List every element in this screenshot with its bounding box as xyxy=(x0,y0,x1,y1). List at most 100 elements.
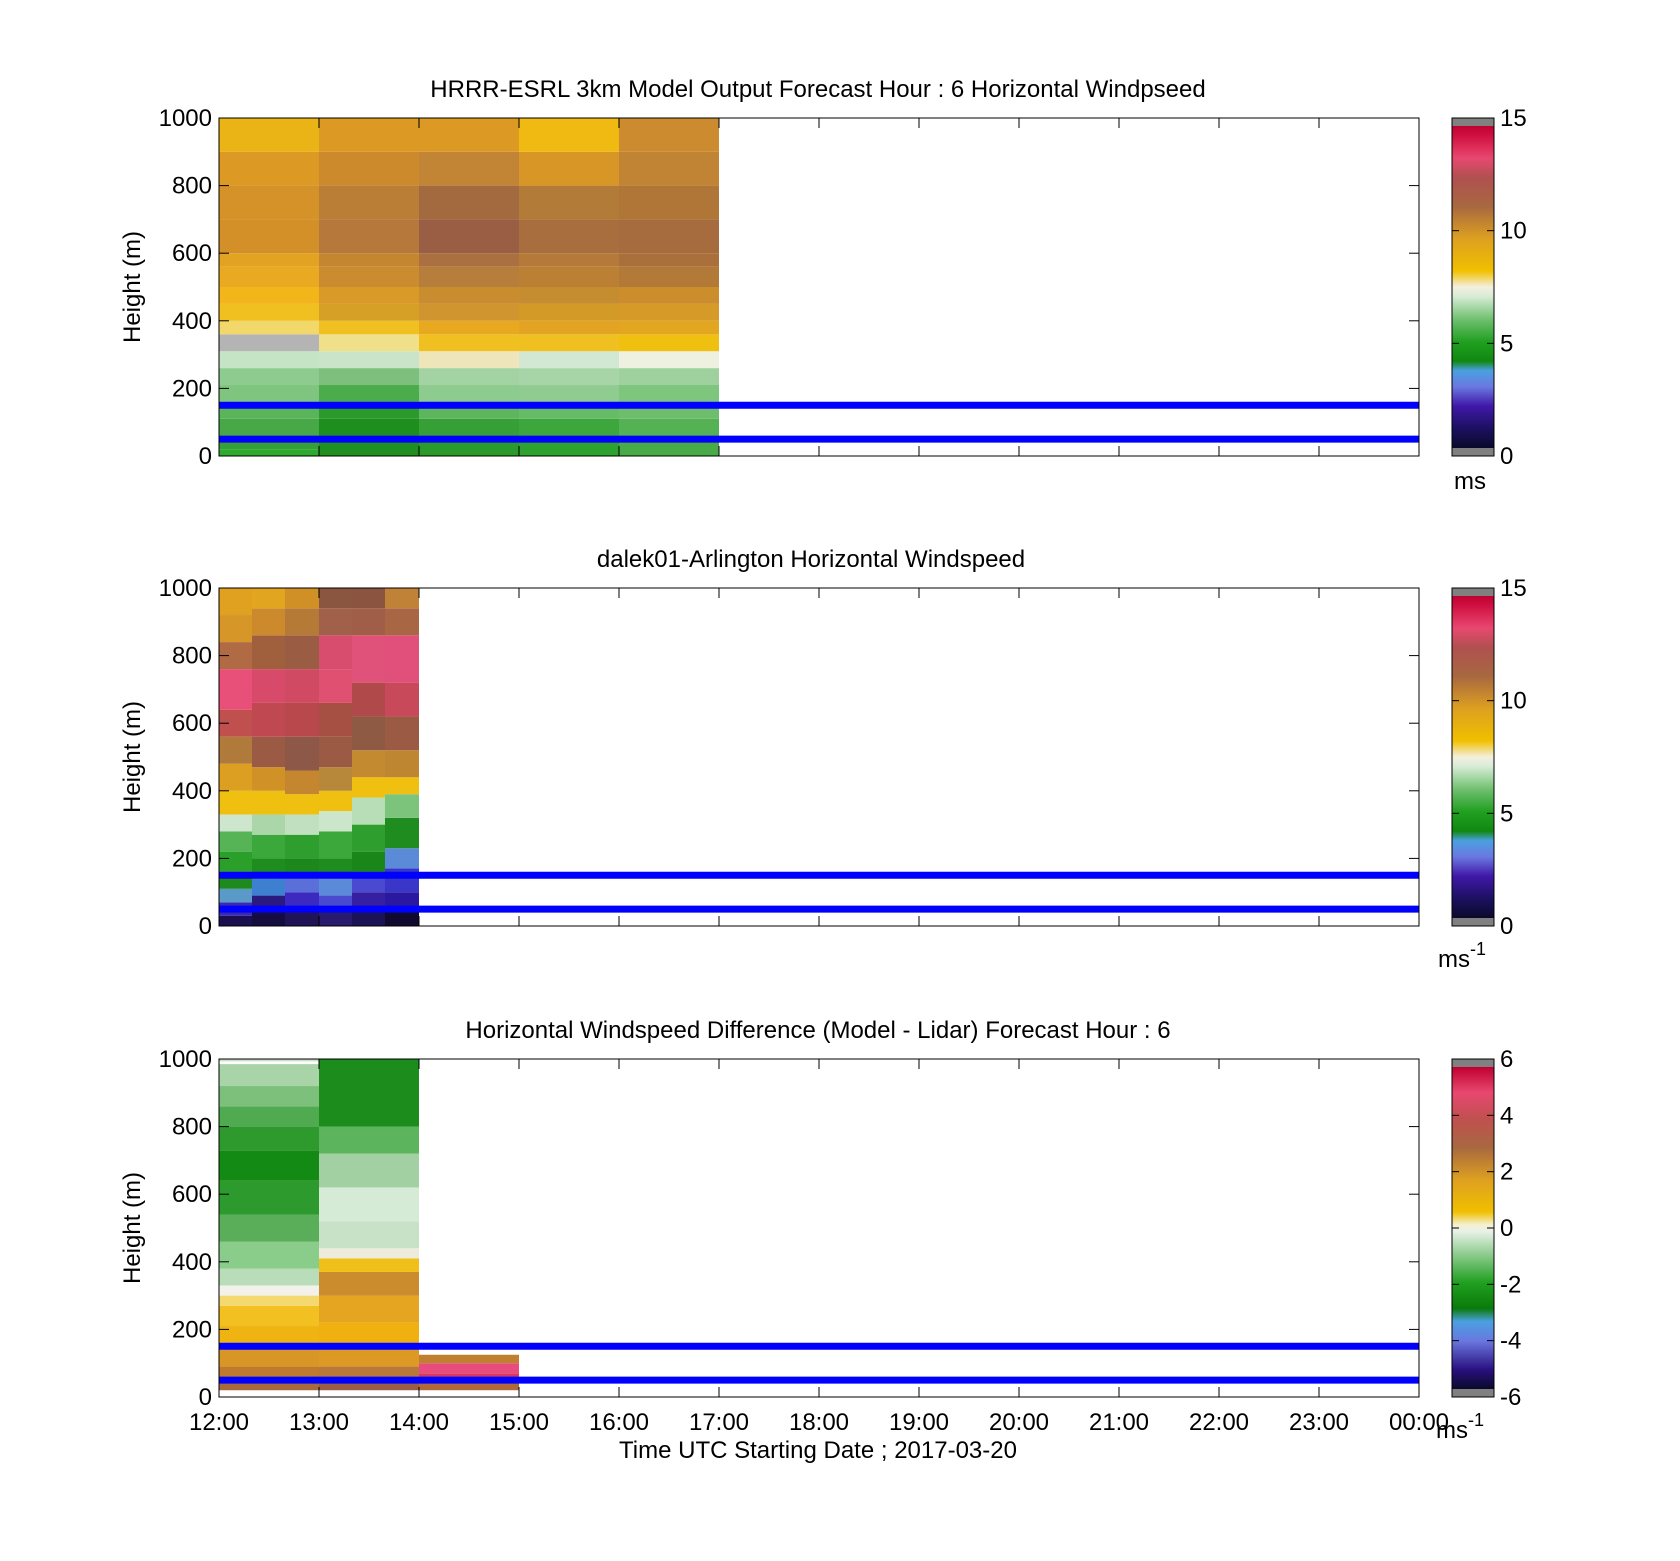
heatmap-cell xyxy=(219,334,319,352)
heatmap-cell xyxy=(385,588,419,609)
heatmap-cell xyxy=(219,1326,319,1347)
heatmap-cell xyxy=(319,1059,419,1127)
heatmap-cell xyxy=(385,848,419,869)
heatmap-cell xyxy=(319,1258,419,1272)
heatmap-cell xyxy=(352,851,385,872)
heatmap-cell xyxy=(419,418,519,436)
heatmap-cell xyxy=(385,750,419,778)
heatmap-cell xyxy=(319,767,352,791)
y-tick-label: 600 xyxy=(172,240,212,267)
heatmap-cell xyxy=(319,736,352,768)
colorbar-frame xyxy=(1451,117,1495,457)
heatmap-cell xyxy=(319,368,419,386)
heatmap-cell xyxy=(219,1106,319,1127)
colorbar-unit: ms-1 xyxy=(1436,1410,1484,1444)
heatmap-cell xyxy=(419,287,519,304)
colorbar-tick-label: -6 xyxy=(1500,1384,1521,1411)
colorbar: 0 5 10 15 xyxy=(1451,575,1527,940)
heatmap-cell xyxy=(319,418,419,436)
heatmap-cell xyxy=(219,253,319,267)
heatmap-cell xyxy=(385,777,419,795)
heatmap-cell xyxy=(219,1346,319,1367)
heatmap-cell xyxy=(285,770,319,795)
heatmap-cell xyxy=(319,635,352,670)
heatmap-cell xyxy=(519,320,619,335)
heatmap-cell xyxy=(252,669,285,703)
heatmap-cell xyxy=(619,266,719,287)
y-tick-label: 200 xyxy=(172,845,212,872)
heatmap-cell xyxy=(385,817,419,849)
heatmap-cell xyxy=(319,1271,419,1296)
heatmap-cell xyxy=(252,834,285,859)
x-tick-labels: 12:00 13:00 14:00 15:00 16:00 17:00 18:00 19:00… xyxy=(189,1409,1449,1436)
colorbar-tick-label: 10 xyxy=(1500,218,1527,245)
heatmap-cell xyxy=(319,1380,419,1391)
heatmap-cell xyxy=(319,1221,419,1249)
heatmap-cell xyxy=(285,736,319,771)
heatmap-cell xyxy=(419,1381,519,1391)
heatmap-cell xyxy=(219,1126,319,1151)
heatmap-cell xyxy=(285,588,319,609)
heatmap-cell xyxy=(419,151,519,186)
x-axis xyxy=(218,118,1420,456)
heatmap-cell xyxy=(519,118,619,152)
colorbar-unit: ms xyxy=(1454,468,1486,495)
heatmap-cell xyxy=(252,736,285,768)
x-tick-label: 19:00 xyxy=(889,1409,949,1436)
heatmap-cell xyxy=(319,118,419,152)
colorbar-tick-label: 10 xyxy=(1500,688,1527,715)
y-tick-label: 800 xyxy=(172,643,212,670)
heatmap-cell xyxy=(319,151,419,186)
panel-lidar: dalek01-Arlington Horizontal Windspeed 0… xyxy=(119,546,1527,973)
x-tick-label: 14:00 xyxy=(389,1409,449,1436)
heatmap-cell xyxy=(219,368,319,386)
heatmap-cell xyxy=(219,266,319,287)
heatmap-cell xyxy=(519,385,619,402)
heatmap-cell xyxy=(219,1380,319,1391)
colorbar-over-cap xyxy=(1452,118,1494,126)
y-tick-label: 0 xyxy=(199,1384,212,1411)
heatmap-cell xyxy=(519,185,619,220)
panel-title: dalek01-Arlington Horizontal Windspeed xyxy=(597,546,1025,573)
heatmap-cell xyxy=(252,635,285,670)
heatmap-cell xyxy=(219,1086,319,1107)
x-tick-label: 22:00 xyxy=(1189,1409,1249,1436)
heatmap-cell xyxy=(219,851,252,872)
heatmap-cell xyxy=(419,1363,519,1374)
y-tick-label: 600 xyxy=(172,1181,212,1208)
colorbar-tick-label: 15 xyxy=(1500,105,1527,132)
colorbar-tick-label: 0 xyxy=(1500,443,1513,470)
heatmap-cell xyxy=(519,351,619,369)
colorbar-tick-label: 5 xyxy=(1500,800,1513,827)
heatmap-cell xyxy=(319,608,352,636)
y-tick-label: 0 xyxy=(199,913,212,940)
heatmap-cell xyxy=(385,608,419,636)
heatmap-cell xyxy=(285,814,319,835)
colorbar: -6 -4 -2 0 2 4 6 xyxy=(1451,1046,1521,1411)
heatmap-cell xyxy=(285,834,319,859)
heatmap-cell xyxy=(219,888,252,903)
heatmap-cell xyxy=(352,588,385,609)
y-tick-label: 600 xyxy=(172,710,212,737)
heatmap-cell xyxy=(619,151,719,186)
panel-model: HRRR-ESRL 3km Model Output Forecast Hour… xyxy=(119,76,1527,495)
heatmap-cell xyxy=(219,449,319,456)
heatmap-cell xyxy=(219,287,319,304)
heatmap-cell xyxy=(219,1150,319,1181)
heatmap-cell xyxy=(385,794,419,818)
heatmap-cell xyxy=(319,811,352,832)
panel-title: Horizontal Windspeed Difference (Model -… xyxy=(465,1017,1170,1044)
heatmap-cell xyxy=(252,790,285,815)
y-tick-label: 200 xyxy=(172,375,212,402)
heatmap-cell xyxy=(619,287,719,304)
heatmap-cell xyxy=(619,368,719,386)
y-tick-label: 1000 xyxy=(159,575,212,602)
heatmap-cell xyxy=(219,151,319,186)
heatmap-cell xyxy=(419,385,519,402)
heatmap-cell xyxy=(252,588,285,609)
heatmap-cell xyxy=(319,669,352,703)
heatmap-cell xyxy=(219,615,252,643)
heatmap-cell xyxy=(519,368,619,386)
heatmap-cell xyxy=(352,750,385,778)
heatmap-cell xyxy=(219,1305,319,1327)
